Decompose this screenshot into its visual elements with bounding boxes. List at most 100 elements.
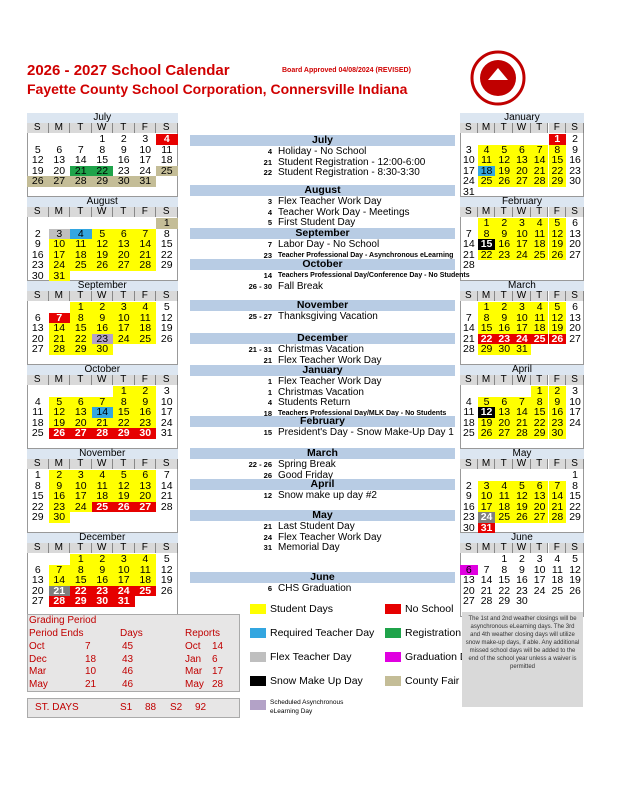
day: 2 — [519, 553, 525, 565]
event-heading: January — [190, 365, 455, 376]
month-name: May — [460, 449, 584, 459]
weekday: S — [156, 207, 178, 217]
legend-label: No School — [405, 603, 454, 615]
day: 19 — [477, 417, 496, 428]
grading-cell: Mar — [185, 666, 203, 677]
event-date: 26 - 30 — [248, 281, 272, 291]
day: 5 — [34, 143, 41, 156]
day: 17 — [513, 323, 531, 334]
day: 10 — [70, 480, 92, 491]
day: 9 — [548, 396, 567, 407]
logo — [470, 50, 526, 106]
day: 25 — [477, 176, 496, 187]
day: 11 — [495, 491, 514, 502]
day: 17 — [48, 249, 70, 260]
day: 10 — [48, 239, 70, 250]
day: 19 — [48, 417, 70, 428]
weekday: S — [566, 543, 584, 553]
day: 30 — [91, 596, 113, 607]
event-date: 22 — [263, 168, 272, 177]
grading-cell: 7 — [85, 641, 91, 652]
day: 27 — [134, 501, 156, 512]
day: 2 — [465, 479, 472, 492]
day: 2 — [91, 302, 113, 313]
weekday: T — [530, 207, 549, 217]
day: 1 — [113, 386, 135, 397]
month-name: March — [460, 281, 584, 291]
grading-cell: Jan — [185, 653, 202, 665]
day: 26 — [569, 584, 581, 597]
day: 13 — [569, 311, 581, 324]
day: 5 — [163, 301, 170, 313]
day: 31 — [477, 522, 496, 533]
day: 28 — [463, 259, 475, 271]
event-heading: May — [190, 510, 455, 521]
day: 29 — [477, 344, 496, 355]
day: 6 — [34, 311, 41, 324]
day: 6 — [134, 470, 156, 481]
day: 23 — [134, 417, 156, 428]
day: 28 — [91, 428, 113, 439]
weekday: T — [113, 123, 135, 133]
day: 11 — [134, 312, 156, 323]
legend-swatch — [385, 676, 401, 686]
weekday: T — [495, 291, 514, 301]
day: 29 — [70, 344, 92, 355]
event-date: 21 — [263, 157, 272, 167]
day: 23 — [495, 333, 514, 344]
month-name: April — [460, 365, 584, 375]
day: 24 — [477, 512, 496, 523]
event-date: 4 — [267, 398, 272, 407]
day: 27 — [530, 512, 549, 523]
weekday: W — [91, 375, 113, 385]
day: 22 — [569, 500, 581, 513]
weekday: T — [530, 123, 549, 133]
grading-cell: 46 — [122, 678, 134, 690]
day: 8 — [477, 228, 496, 239]
day: 11 — [551, 563, 563, 576]
weekday: S — [156, 123, 178, 133]
day: 22 — [530, 417, 549, 428]
day: 26 — [495, 176, 514, 187]
day: 31 — [48, 270, 70, 281]
day: 12 — [48, 407, 70, 418]
day: 13 — [53, 154, 66, 166]
day: 12 — [548, 228, 567, 239]
day: 8 — [501, 563, 508, 576]
grading-cell: 21 — [85, 678, 97, 690]
day: 3 — [465, 143, 472, 156]
weekday: T — [530, 459, 549, 469]
weekday: W — [91, 543, 113, 553]
weekday: T — [495, 459, 514, 469]
day: 22 — [113, 417, 135, 428]
day: 20 — [134, 491, 156, 502]
event-text: Teacher Work Day - Meetings — [278, 206, 410, 218]
day: 20 — [53, 164, 66, 177]
weekday: W — [513, 207, 531, 217]
grading-cell: May — [29, 678, 48, 690]
day: 13 — [113, 239, 135, 250]
day: 29 — [569, 511, 581, 523]
day: 6 — [113, 228, 135, 239]
day: 15 — [96, 154, 109, 166]
event-date: 15 — [263, 428, 272, 437]
event-text: Good Friday — [278, 469, 334, 481]
day: 8 — [70, 312, 92, 323]
event-date: 6 — [267, 584, 272, 593]
day: 7 — [465, 311, 472, 324]
day: 11 — [134, 564, 156, 575]
day: 19 — [495, 165, 514, 176]
weekday: T — [70, 207, 92, 217]
day: 4 — [530, 218, 549, 229]
day: 8 — [548, 144, 567, 155]
title: 2026 - 2027 School Calendar — [27, 62, 230, 79]
day: 12 — [160, 311, 173, 324]
day: 6 — [495, 396, 514, 407]
day: 15 — [498, 574, 511, 586]
weekday: S — [460, 123, 478, 133]
event-date: 4 — [267, 207, 272, 217]
month-name: July — [27, 113, 178, 123]
event-heading: March — [190, 448, 455, 459]
event-text: Last Student Day — [278, 521, 355, 532]
day: 11 — [530, 312, 549, 323]
